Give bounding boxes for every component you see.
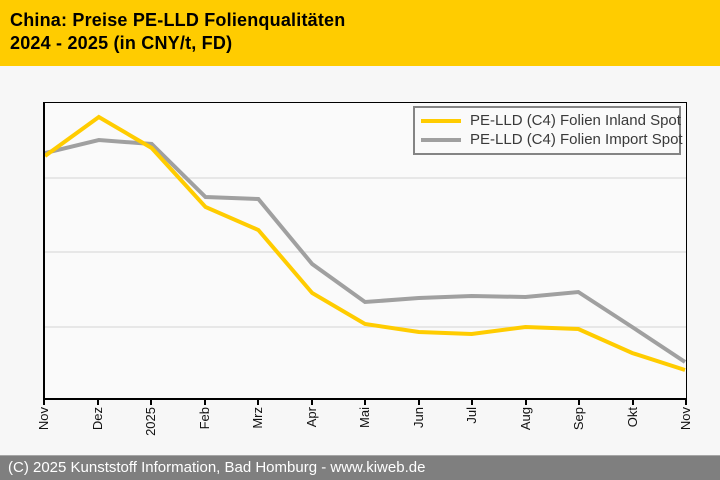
- legend-item: PE-LLD (C4) Folien Import Spot: [421, 130, 683, 149]
- x-axis-tick: [97, 400, 99, 405]
- x-axis-label: Nov: [678, 407, 693, 431]
- legend-line-swatch: [421, 137, 461, 142]
- x-axis-label: Aug: [518, 407, 533, 431]
- x-axis-tick: [364, 400, 366, 405]
- x-axis-label: Apr: [304, 407, 319, 428]
- x-axis-label: Dez: [90, 407, 105, 431]
- series-line-inland-spot: [45, 114, 686, 372]
- x-axis-label: 2025: [143, 407, 158, 436]
- x-axis-tick: [204, 400, 206, 405]
- x-axis-label: Feb: [197, 407, 212, 430]
- x-axis-label: Mai: [357, 407, 372, 428]
- x-axis-label: Okt: [625, 407, 640, 428]
- line-chart: [45, 114, 686, 372]
- series-line-import-spot: [45, 137, 686, 364]
- chart-title-line1: China: Preise PE-LLD Folienqualitäten: [10, 10, 346, 30]
- x-axis-tick: [257, 400, 259, 405]
- title-bar: China: Preise PE-LLD Folienqualitäten 20…: [0, 0, 720, 66]
- legend-item: PE-LLD (C4) Folien Inland Spot: [421, 111, 681, 130]
- x-axis-tick: [471, 400, 473, 405]
- chart-title-line2: 2024 - 2025 (in CNY/t, FD): [10, 33, 233, 53]
- legend-line-swatch: [421, 118, 461, 123]
- legend-label: PE-LLD (C4) Folien Inland Spot: [470, 112, 681, 129]
- x-axis-tick: [43, 400, 45, 405]
- footer-bar: (C) 2025 Kunststoff Information, Bad Hom…: [0, 455, 720, 480]
- legend-label: PE-LLD (C4) Folien Import Spot: [470, 131, 683, 148]
- x-axis-tick: [578, 400, 580, 405]
- x-axis-tick: [311, 400, 313, 405]
- x-axis-label: Mrz: [250, 407, 265, 429]
- x-axis-label: Nov: [36, 407, 51, 431]
- x-axis-tick: [418, 400, 420, 405]
- x-axis-label: Jun: [411, 407, 426, 428]
- x-axis-tick: [632, 400, 634, 405]
- legend: PE-LLD (C4) Folien Inland Spot PE-LLD (C4…: [413, 106, 683, 155]
- x-axis-tick: [525, 400, 527, 405]
- chart-region: Nov Dez 2025 Feb Mrz Apr Mai Jun Jul Aug Sep Okt Nov…: [0, 66, 720, 455]
- copyright-text: (C) 2025 Kunststoff Information, Bad Hom…: [8, 459, 426, 476]
- x-axis-tick: [685, 400, 687, 405]
- x-axis-label: Sep: [571, 407, 586, 431]
- x-axis-tick: [150, 400, 152, 405]
- x-axis-label: Jul: [464, 407, 479, 424]
